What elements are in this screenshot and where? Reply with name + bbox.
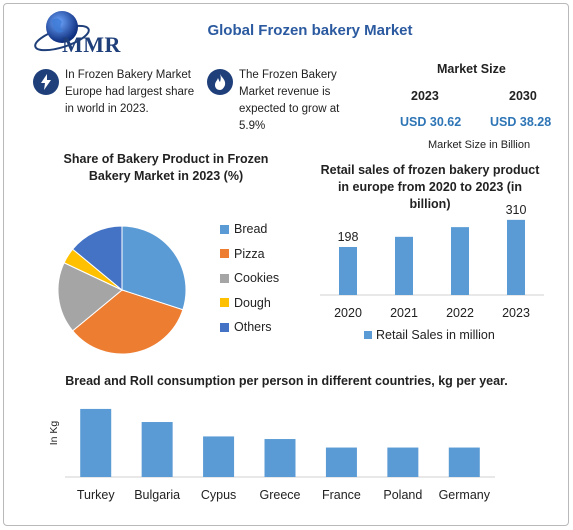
bar-france bbox=[325, 447, 357, 477]
legend-swatch bbox=[220, 249, 229, 258]
data-label: 310 bbox=[506, 203, 527, 217]
pie-chart-title: Share of Bakery Product in Frozen Bakery… bbox=[63, 152, 269, 183]
legend-label: Retail Sales in million bbox=[376, 328, 495, 342]
market-size-year: 2023 bbox=[411, 89, 439, 103]
legend-swatch bbox=[220, 273, 229, 283]
legend-item: Dough bbox=[220, 296, 271, 310]
bar-bulgaria bbox=[141, 422, 173, 477]
bar-2021 bbox=[395, 236, 413, 295]
market-size-title: Market Size bbox=[437, 62, 506, 76]
x-tick-label: Greece bbox=[260, 488, 301, 502]
fact-growth: The Frozen Bakery Market revenue is expe… bbox=[207, 67, 359, 135]
market-size-year: 2030 bbox=[509, 89, 537, 103]
legend-item: Cookies bbox=[220, 271, 279, 285]
legend-swatch bbox=[220, 322, 229, 332]
lightning-icon bbox=[33, 69, 59, 95]
bar-poland bbox=[387, 447, 419, 477]
pie-chart bbox=[57, 225, 187, 355]
mmr-logo-globe-icon bbox=[34, 11, 90, 52]
legend-label: Bread bbox=[234, 222, 268, 236]
pie-slice-pizza bbox=[71, 289, 184, 355]
market-size-value: USD 30.62 bbox=[400, 115, 462, 129]
consumption-chart-title: Bread and Roll consumption per person in… bbox=[65, 374, 508, 388]
bar-germany bbox=[448, 447, 480, 477]
legend-label: Pizza bbox=[234, 246, 265, 261]
bar-2020 bbox=[339, 247, 357, 295]
page-title: Global Frozen bakery Market bbox=[207, 22, 413, 39]
fact-text: The Frozen Bakery Market revenue is expe… bbox=[239, 69, 340, 132]
market-size-note: Market Size in Billion bbox=[428, 139, 531, 151]
pie-slice-bread bbox=[121, 225, 187, 311]
legend-item: Others bbox=[220, 320, 272, 334]
bar-turkey bbox=[80, 408, 112, 477]
x-tick-label: 2023 bbox=[502, 306, 530, 320]
retail-bar-chart: 198 2020 2021 2022 310 2023 Retail Sales in mi… bbox=[320, 203, 544, 342]
legend-label: Dough bbox=[234, 295, 271, 310]
bar-greece bbox=[264, 439, 296, 477]
market-size-value: USD 38.28 bbox=[490, 115, 552, 129]
x-tick-label: Bulgaria bbox=[134, 488, 180, 502]
x-tick-label: 2021 bbox=[390, 306, 418, 320]
legend-swatch bbox=[364, 331, 372, 339]
fact-text: In Frozen Bakery Market Europe had large… bbox=[65, 69, 195, 115]
x-tick-label: France bbox=[322, 488, 361, 502]
x-tick-label: Turkey bbox=[77, 488, 115, 502]
legend-swatch bbox=[220, 224, 229, 234]
fact-europe-share: In Frozen Bakery Market Europe had large… bbox=[33, 67, 198, 118]
x-tick-label: 2020 bbox=[334, 306, 362, 320]
y-axis-label: In Kg bbox=[48, 421, 60, 446]
legend-item: Bread bbox=[220, 222, 267, 236]
pie-slice-cookies bbox=[57, 262, 123, 332]
legend-swatch bbox=[220, 298, 229, 307]
retail-chart-title: Retail sales of frozen bakery product in… bbox=[320, 163, 540, 211]
consumption-bar-chart: In Kg Turkey Bulgaria Cypus Greece France Pola… bbox=[48, 408, 495, 502]
x-tick-label: Cypus bbox=[201, 488, 236, 502]
flame-icon bbox=[207, 69, 233, 95]
logo-text: MMR bbox=[62, 32, 121, 57]
bar-2023 bbox=[507, 219, 525, 295]
data-label: 198 bbox=[338, 230, 359, 244]
legend-label: Cookies bbox=[234, 271, 280, 285]
x-tick-label: Poland bbox=[383, 488, 422, 502]
legend-item: Pizza bbox=[220, 247, 265, 261]
x-tick-label: 2022 bbox=[446, 306, 474, 320]
pie-slice-others bbox=[71, 225, 123, 292]
bar-2022 bbox=[451, 227, 469, 295]
x-tick-label: Germany bbox=[439, 488, 491, 502]
legend-label: Others bbox=[234, 320, 272, 334]
bar-cypus bbox=[203, 436, 235, 477]
